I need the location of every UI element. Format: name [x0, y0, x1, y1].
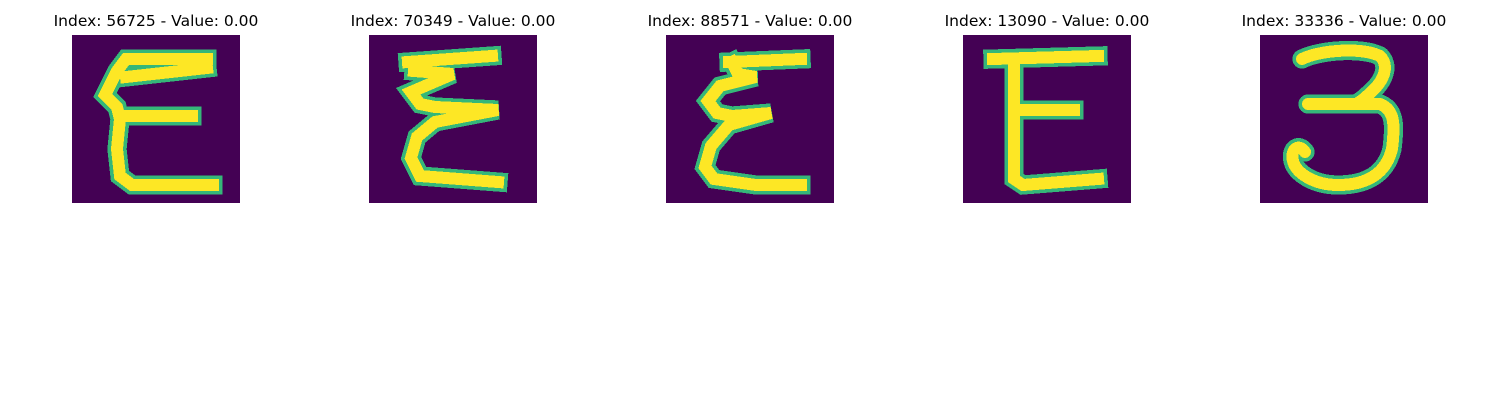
panel-title: Index: 70349 - Value: 0.00 — [333, 11, 573, 31]
digit-image — [963, 35, 1131, 203]
panel-title: Index: 88571 - Value: 0.00 — [630, 11, 870, 31]
digit-image — [72, 35, 240, 203]
digit-image — [369, 35, 537, 203]
digit-image — [666, 35, 834, 203]
glyph-image-sigma — [666, 35, 834, 203]
panel-title: Index: 13090 - Value: 0.00 — [927, 11, 1167, 31]
digit-image — [1260, 35, 1428, 203]
panel-5: Index: 33336 - Value: 0.00 — [1224, 0, 1464, 210]
glyph-image-sigma — [369, 35, 537, 203]
panel-1: Index: 56725 - Value: 0.00 — [36, 0, 276, 210]
panel-4: Index: 13090 - Value: 0.00 — [927, 0, 1167, 210]
glyph-image-e — [963, 35, 1131, 203]
glyph-image-three — [1260, 35, 1428, 203]
panel-title: Index: 56725 - Value: 0.00 — [36, 11, 276, 31]
panel-3: Index: 88571 - Value: 0.00 — [630, 0, 870, 210]
glyph-image-e — [72, 35, 240, 203]
panel-title: Index: 33336 - Value: 0.00 — [1224, 11, 1464, 31]
panel-2: Index: 70349 - Value: 0.00 — [333, 0, 573, 210]
